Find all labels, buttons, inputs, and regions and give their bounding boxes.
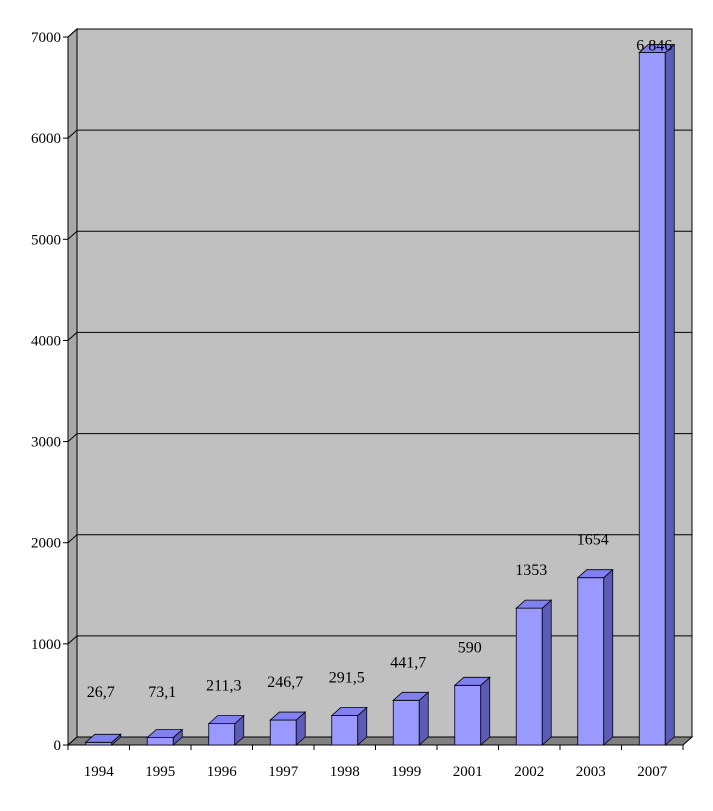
y-tick-label: 4000	[31, 333, 61, 349]
x-tick-label: 1999	[391, 764, 421, 780]
bar	[453, 676, 491, 746]
y-tick-label: 1000	[31, 637, 61, 653]
gridline-diagonal	[67, 28, 78, 38]
bar	[392, 691, 430, 746]
bar-top	[392, 691, 430, 701]
gridline-diagonal	[67, 332, 78, 341]
gridline-diagonal	[67, 635, 78, 645]
bar-side	[418, 691, 429, 746]
bar-front	[85, 741, 113, 746]
bar-top	[515, 599, 553, 609]
bar-front	[454, 684, 482, 746]
bar-side	[664, 43, 675, 746]
bar	[84, 733, 122, 746]
gridline-diagonal	[67, 433, 78, 442]
y-tick-label: 6000	[31, 131, 61, 147]
gridline-diagonal	[67, 230, 78, 240]
bar-front	[577, 577, 605, 746]
bar-top	[269, 711, 307, 721]
y-tick-label: 5000	[31, 232, 61, 248]
bar-front	[208, 723, 236, 746]
bar-top	[576, 569, 614, 579]
data-label: 441,7	[390, 654, 426, 671]
bar-front	[331, 715, 359, 746]
bar-front	[392, 699, 420, 746]
data-label: 291,5	[329, 670, 365, 687]
data-label: 6 846	[636, 38, 672, 55]
gridline-diagonal	[67, 534, 78, 544]
data-label: 73,1	[148, 684, 176, 701]
bar	[207, 714, 245, 746]
bar-top	[207, 715, 245, 725]
bar	[515, 599, 553, 746]
bar-top	[638, 44, 676, 53]
x-tick-label: 2001	[453, 764, 483, 780]
data-labels: 26,7 73,1 211,3 246,7 291,5 441,7 590 1353 1654 6…	[87, 38, 673, 701]
x-tick-label: 1994	[84, 764, 115, 780]
bar-top	[453, 676, 491, 686]
bar-front	[146, 737, 174, 746]
x-tick-label: 1996	[207, 764, 238, 780]
data-label: 590	[458, 639, 482, 656]
bar-front	[515, 607, 543, 746]
gridline-diagonal	[67, 129, 78, 139]
bar	[146, 728, 184, 746]
data-label: 26,7	[87, 684, 115, 701]
x-tick-label: 1998	[330, 764, 360, 780]
x-axis-ticks: 1994 1995 1996 1997 1998 1999 2001 2002 2003 2007	[67, 745, 684, 780]
bar-front	[269, 719, 297, 746]
bar-side	[541, 599, 552, 746]
bar-front	[638, 52, 666, 746]
bar	[269, 711, 307, 746]
x-tick-label: 2003	[576, 764, 606, 780]
data-label: 1654	[577, 532, 609, 549]
data-label: 246,7	[267, 674, 303, 691]
bar	[576, 568, 614, 746]
bar-side	[603, 568, 614, 746]
bar	[638, 43, 676, 746]
x-tick-label: 1997	[268, 764, 299, 780]
y-tick-label: 2000	[31, 536, 61, 552]
data-label: 211,3	[206, 678, 241, 695]
y-tick-label: 0	[54, 738, 62, 754]
y-tick-label: 3000	[31, 435, 61, 451]
bar-top	[146, 729, 184, 739]
x-tick-label: 2007	[637, 764, 668, 780]
y-axis-ticks: 0 1000 2000 3000 4000 5000 6000 7000	[31, 30, 68, 754]
bar-top	[330, 707, 368, 716]
data-label: 1353	[515, 562, 547, 579]
bar-top	[84, 733, 122, 743]
bar	[330, 706, 368, 746]
x-tick-label: 2002	[514, 764, 544, 780]
y-tick-label: 7000	[31, 30, 61, 46]
x-tick-label: 1995	[145, 764, 175, 780]
bar-side	[480, 676, 491, 746]
bars	[84, 43, 676, 746]
